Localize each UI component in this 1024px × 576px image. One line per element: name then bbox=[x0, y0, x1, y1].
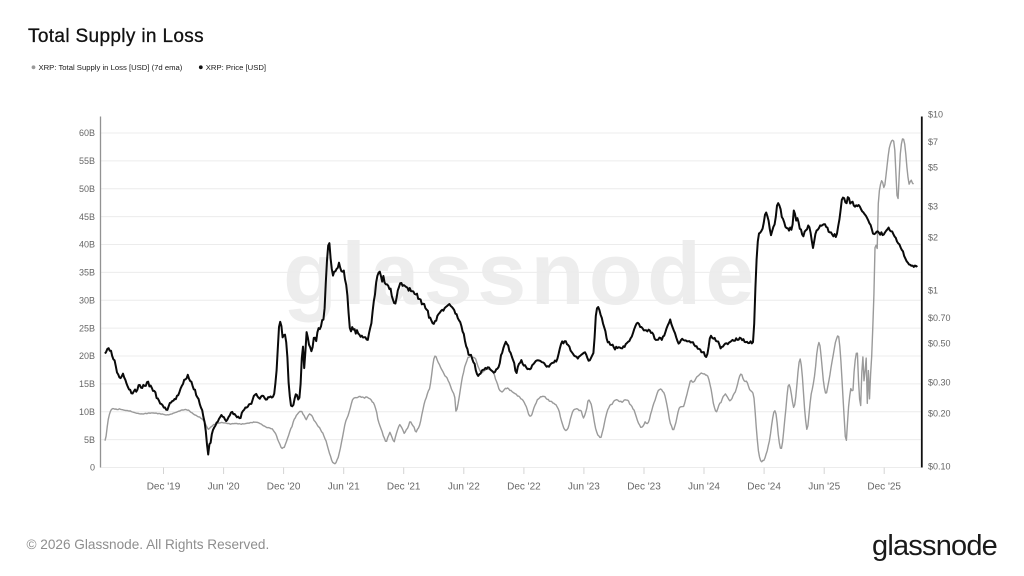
svg-text:glassnode: glassnode bbox=[283, 224, 759, 323]
svg-text:Dec '19: Dec '19 bbox=[147, 482, 181, 493]
svg-text:$1: $1 bbox=[928, 286, 938, 296]
svg-text:Jun '21: Jun '21 bbox=[328, 482, 360, 493]
svg-text:XRP: Total Supply in Loss [USD: XRP: Total Supply in Loss [USD] (7d ema) bbox=[39, 63, 183, 72]
svg-text:Dec '23: Dec '23 bbox=[627, 482, 661, 493]
svg-text:50B: 50B bbox=[79, 184, 95, 194]
svg-text:Jun '25: Jun '25 bbox=[808, 482, 840, 493]
svg-text:55B: 55B bbox=[79, 156, 95, 166]
svg-text:35B: 35B bbox=[79, 268, 95, 278]
svg-text:Dec '22: Dec '22 bbox=[507, 482, 541, 493]
svg-text:60B: 60B bbox=[79, 128, 95, 138]
svg-text:glassnode: glassnode bbox=[872, 530, 997, 562]
svg-text:Dec '24: Dec '24 bbox=[747, 482, 781, 493]
svg-text:30B: 30B bbox=[79, 295, 95, 305]
svg-text:$0.10: $0.10 bbox=[928, 462, 951, 472]
svg-text:20B: 20B bbox=[79, 351, 95, 361]
svg-text:$0.70: $0.70 bbox=[928, 313, 951, 323]
svg-text:$0.50: $0.50 bbox=[928, 339, 951, 349]
svg-text:$0.20: $0.20 bbox=[928, 409, 951, 419]
svg-text:Dec '21: Dec '21 bbox=[387, 482, 421, 493]
svg-text:Dec '25: Dec '25 bbox=[867, 482, 901, 493]
svg-text:40B: 40B bbox=[79, 240, 95, 250]
svg-text:45B: 45B bbox=[79, 212, 95, 222]
svg-text:Total Supply in Loss: Total Supply in Loss bbox=[28, 26, 204, 47]
svg-text:$7: $7 bbox=[928, 137, 938, 147]
svg-text:$5: $5 bbox=[928, 163, 938, 173]
svg-text:© 2026 Glassnode. All Rights R: © 2026 Glassnode. All Rights Reserved. bbox=[27, 537, 270, 552]
svg-text:Jun '20: Jun '20 bbox=[208, 482, 240, 493]
svg-text:Jun '22: Jun '22 bbox=[448, 482, 480, 493]
svg-text:$0.30: $0.30 bbox=[928, 378, 951, 388]
svg-text:0: 0 bbox=[90, 463, 95, 473]
svg-text:10B: 10B bbox=[79, 407, 95, 417]
svg-text:XRP: Price [USD]: XRP: Price [USD] bbox=[206, 63, 266, 72]
svg-text:Dec '20: Dec '20 bbox=[267, 482, 301, 493]
svg-text:Jun '23: Jun '23 bbox=[568, 482, 600, 493]
svg-text:15B: 15B bbox=[79, 379, 95, 389]
svg-text:$3: $3 bbox=[928, 202, 938, 212]
svg-text:Jun '24: Jun '24 bbox=[688, 482, 720, 493]
svg-text:5B: 5B bbox=[84, 435, 95, 445]
svg-text:$10: $10 bbox=[928, 110, 943, 120]
svg-text:25B: 25B bbox=[79, 323, 95, 333]
svg-text:$2: $2 bbox=[928, 233, 938, 243]
